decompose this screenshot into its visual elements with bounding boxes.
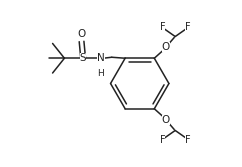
Text: S: S — [80, 53, 86, 63]
Text: F: F — [159, 22, 165, 32]
Text: F: F — [185, 135, 191, 145]
Text: H: H — [98, 68, 104, 77]
Text: F: F — [185, 22, 191, 32]
Text: O: O — [162, 42, 170, 52]
Text: O: O — [77, 29, 86, 39]
Text: F: F — [159, 135, 165, 145]
Text: O: O — [162, 115, 170, 125]
Text: N: N — [97, 53, 105, 63]
